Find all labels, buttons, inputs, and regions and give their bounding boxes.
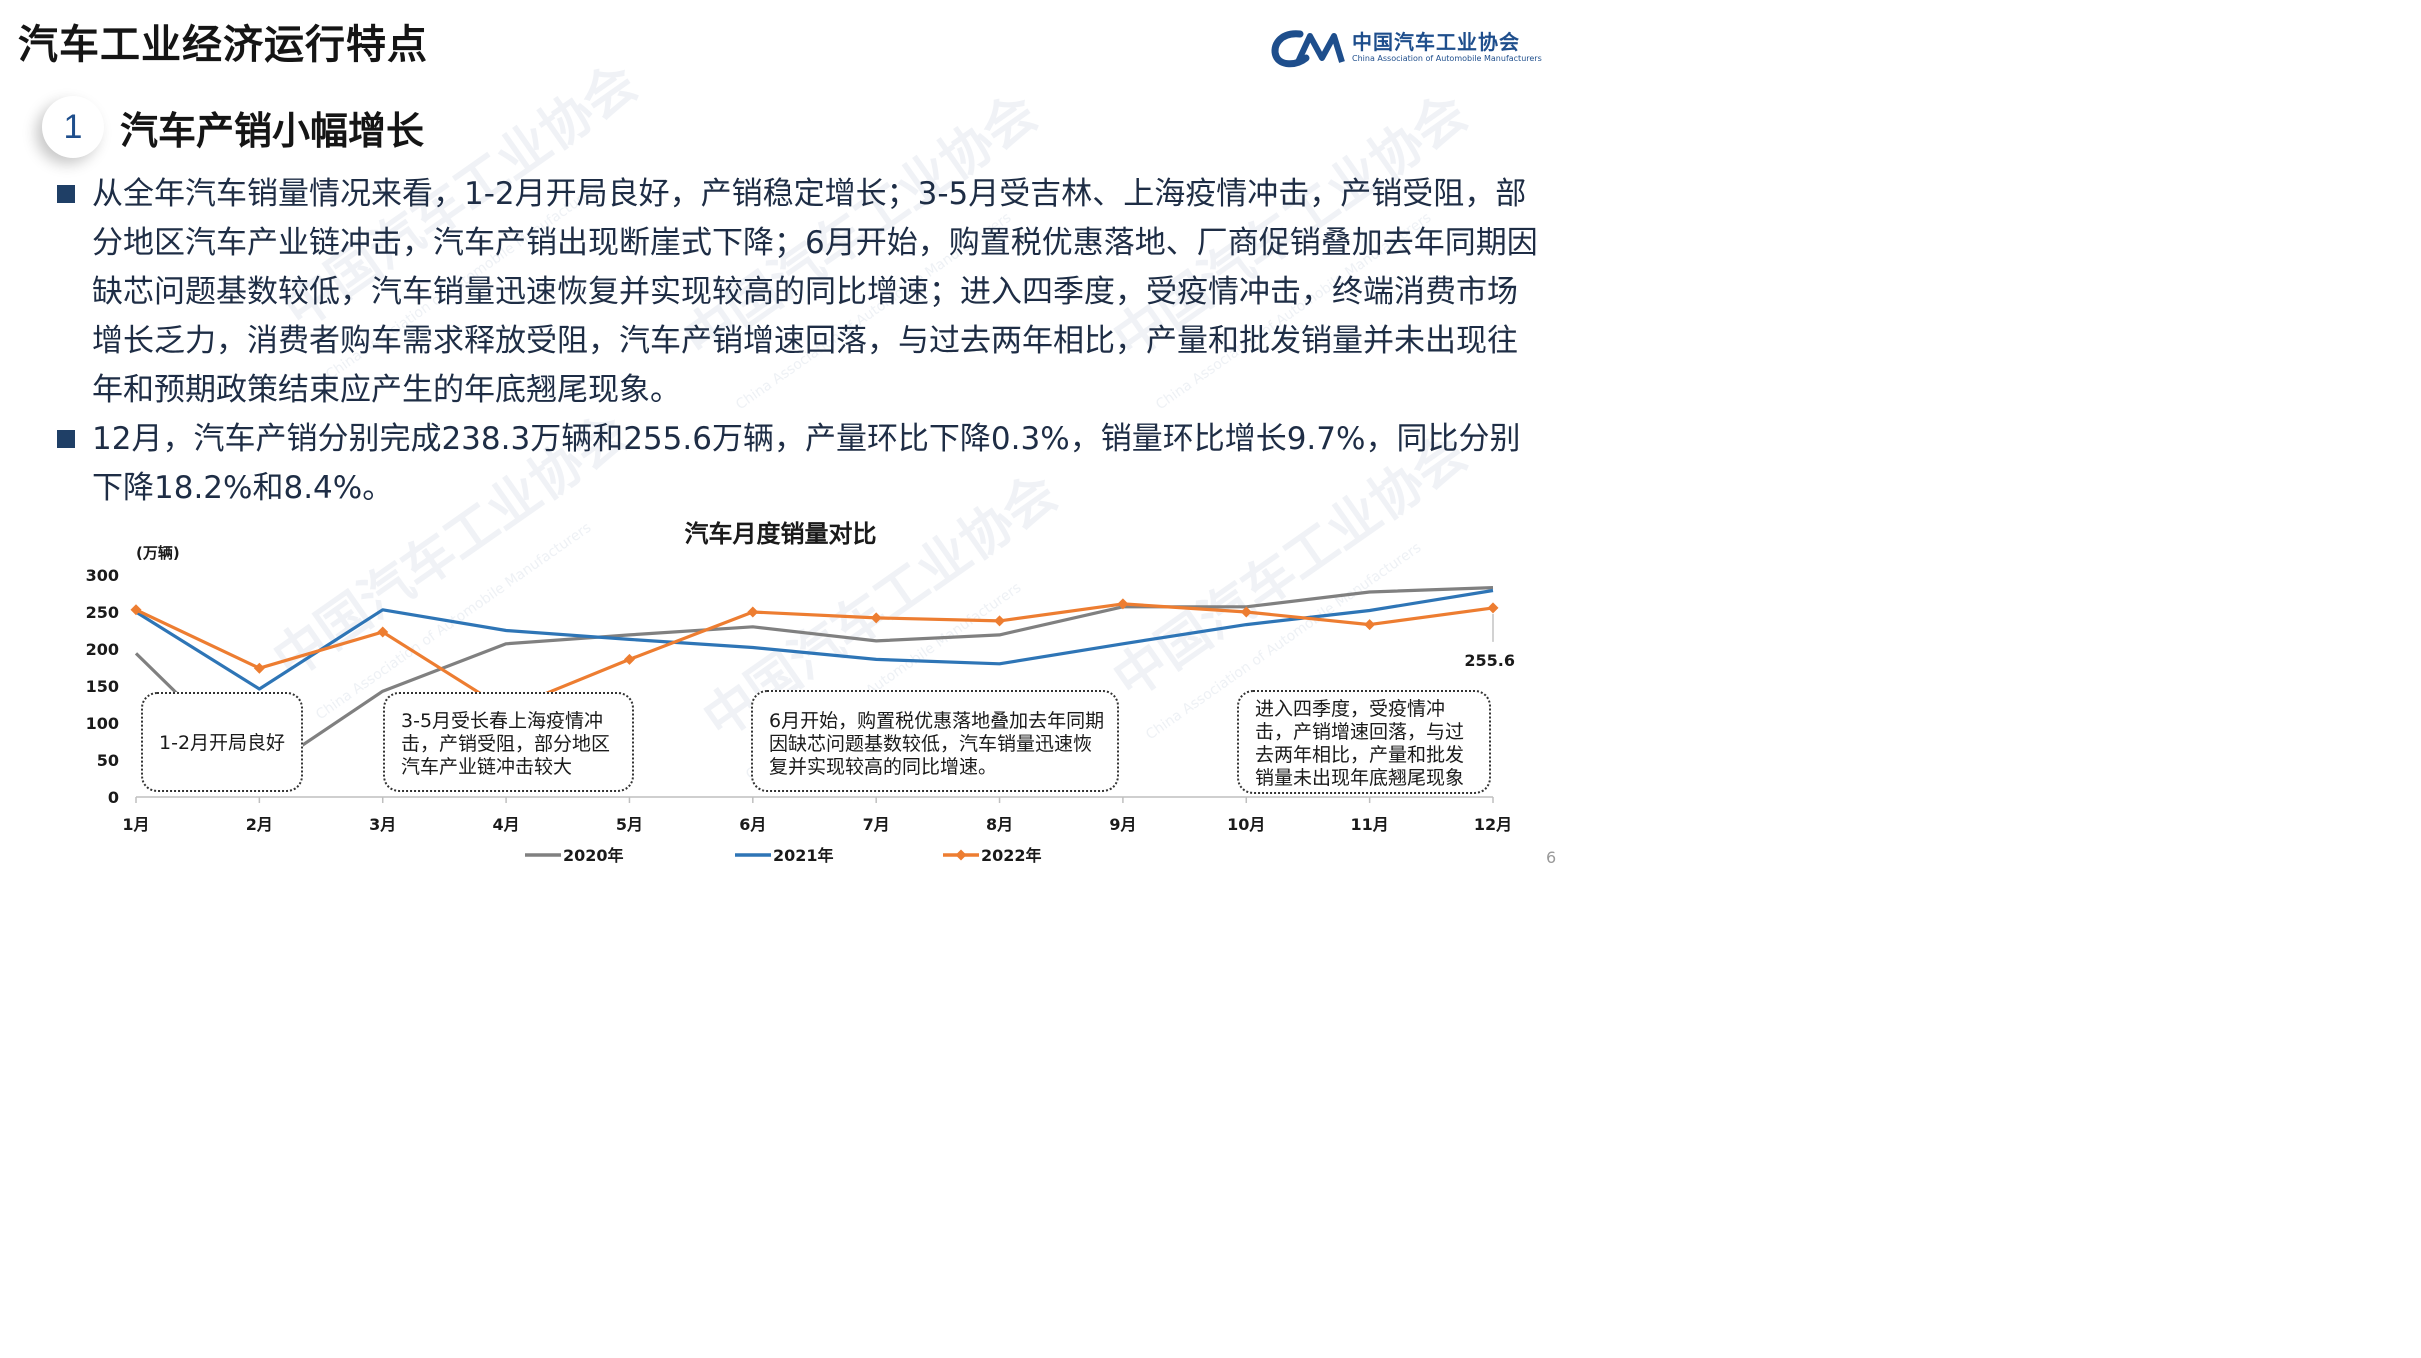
caam-logo: 中国汽车工业协会 China Association of Automobile… — [1270, 24, 1542, 72]
section-number: 1 — [42, 96, 104, 158]
page-title: 汽车工业经济运行特点 — [18, 22, 428, 68]
bullet-square-icon — [57, 430, 75, 448]
series-point — [377, 626, 389, 638]
series-point — [623, 653, 635, 665]
bullet-text: 12月，汽车产销分别完成238.3万辆和255.6万辆，产量环比下降0.3%，销… — [92, 421, 1521, 506]
series-point — [253, 662, 265, 674]
legend-label: 2020年 — [563, 846, 624, 865]
logo-name-cn: 中国汽车工业协会 — [1352, 30, 1520, 54]
bullet-square-icon — [57, 185, 75, 203]
bullet-item: 从全年汽车销量情况来看，1-2月开局良好，产销稳定增长；3-5月受吉林、上海疫情… — [55, 170, 1545, 415]
bullet-text: 从全年汽车销量情况来看，1-2月开局良好，产销稳定增长；3-5月受吉林、上海疫情… — [92, 176, 1538, 408]
y-tick-label: 50 — [97, 751, 119, 770]
series-point — [130, 604, 142, 616]
bullet-item: 12月，汽车产销分别完成238.3万辆和255.6万辆，产量环比下降0.3%，销… — [55, 415, 1545, 513]
bullet-list: 从全年汽车销量情况来看，1-2月开局良好，产销稳定增长；3-5月受吉林、上海疫情… — [55, 170, 1545, 513]
x-tick-label: 6月 — [739, 815, 766, 834]
logo-name-en: China Association of Automobile Manufact… — [1352, 54, 1542, 63]
series-line — [135, 602, 1494, 712]
chart-annotation: 6月开始，购置税优惠落地叠加去年同期因缺芯问题基数较低，汽车销量迅速恢复并实现较… — [751, 690, 1119, 792]
series-line — [134, 586, 1494, 776]
y-tick-label: 300 — [86, 566, 119, 585]
series-point — [1487, 602, 1499, 614]
x-tick-label: 12月 — [1474, 815, 1512, 834]
x-tick-label: 9月 — [1109, 815, 1136, 834]
legend-label: 2022年 — [981, 846, 1042, 865]
chart-annotation: 1-2月开局良好 — [141, 692, 303, 792]
x-tick-label: 3月 — [369, 815, 396, 834]
y-tick-label: 100 — [86, 714, 119, 733]
x-tick-label: 4月 — [493, 815, 520, 834]
data-label: 255.6 — [1464, 651, 1515, 670]
x-tick-label: 8月 — [986, 815, 1013, 834]
series-point — [870, 612, 882, 624]
y-axis-unit-label: (万辆) — [136, 544, 180, 562]
chart-annotation: 进入四季度，受疫情冲击，产销增速回落，与过去两年相比，产量和批发销量未出现年底翘… — [1237, 690, 1491, 794]
y-tick-label: 150 — [86, 677, 119, 696]
legend-label: 2021年 — [773, 846, 834, 865]
x-tick-label: 10月 — [1227, 815, 1265, 834]
line-chart: 1月 2月 3月 4月 5月 6月 7月 8月 9月 10月 11月 12月 0 50 100 150 200 2… — [86, 544, 1515, 865]
series-point — [1240, 606, 1252, 618]
caam-logo-icon — [1271, 30, 1345, 68]
series-line — [135, 588, 1494, 691]
x-tick-label: 1月 — [122, 815, 149, 834]
series-point — [1117, 598, 1129, 610]
page-number: 6 — [1546, 848, 1557, 867]
legend-marker — [955, 849, 967, 861]
series-point — [1364, 619, 1376, 631]
series-point — [994, 615, 1006, 627]
section-title: 汽车产销小幅增长 — [120, 109, 425, 153]
series-point — [747, 606, 759, 618]
x-tick-label: 2月 — [246, 815, 273, 834]
chart-annotation: 3-5月受长春上海疫情冲击，产销受阻，部分地区汽车产业链冲击较大 — [383, 692, 634, 792]
y-tick-label: 250 — [86, 603, 119, 622]
x-tick-label: 11月 — [1350, 815, 1388, 834]
y-tick-label: 0 — [108, 788, 119, 807]
x-tick-label: 7月 — [863, 815, 890, 834]
chart-title: 汽车月度销量对比 — [684, 520, 877, 548]
y-tick-label: 200 — [86, 640, 119, 659]
x-tick-label: 5月 — [616, 815, 643, 834]
